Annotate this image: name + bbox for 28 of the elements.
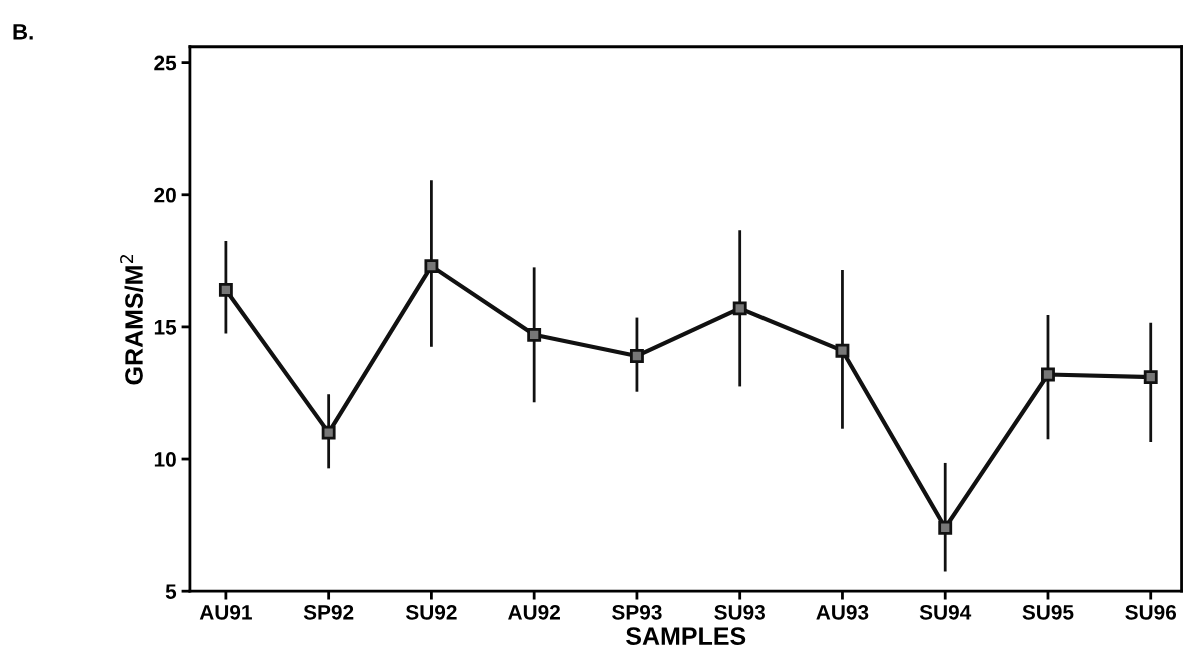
point [424,259,439,274]
x-axis-title: SAMPLES [626,627,746,645]
point [1143,370,1158,385]
x-tick-label: SP93 [612,604,662,620]
x-tick-label: AU91 [199,604,252,620]
x-tick-label: SU93 [714,604,765,620]
point [527,327,542,342]
point [835,343,850,358]
x-tick-label: SU96 [1125,604,1177,620]
y-tick-label: 20 [154,187,176,203]
y-axis-title: GRAMS/M$^{2}$ [120,255,144,385]
point [732,301,747,316]
y-tick-label: 25 [154,55,177,71]
x-tick-label: SU94 [919,604,972,620]
y-tick-label: 10 [154,452,176,467]
point [629,349,644,363]
x-tick-label: SU95 [1022,604,1074,620]
x-tick-label: SU92 [405,604,457,620]
y-tick-label: 15 [154,320,177,335]
chart-title: B. [13,24,33,40]
point [218,282,233,297]
y-tick-label: 5 [165,584,177,599]
point [938,520,953,535]
x-tick-label: SP92 [303,604,354,620]
point [321,425,336,440]
point [1041,367,1055,382]
x-tick-label: AU92 [508,604,560,620]
x-tick-label: AU93 [816,604,869,620]
